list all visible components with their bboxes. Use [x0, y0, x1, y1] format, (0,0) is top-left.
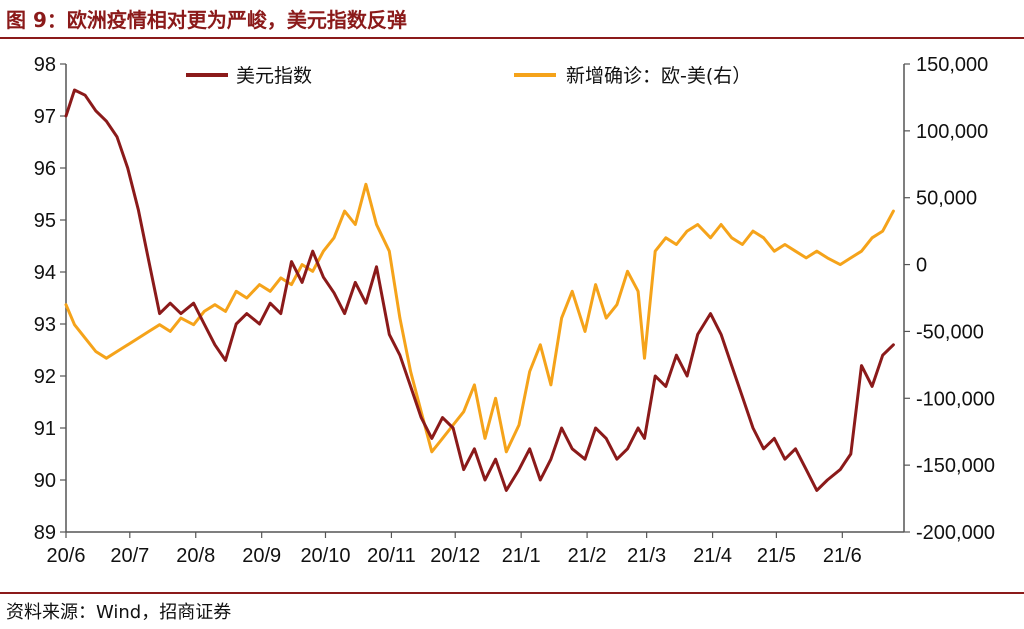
x-tick-label: 21/1 — [502, 545, 541, 567]
right-tick-label: -100,000 — [916, 388, 995, 410]
new-cases-diff-line — [64, 182, 895, 454]
right-tick-label: 100,000 — [916, 121, 988, 143]
right-tick-label: 0 — [916, 255, 927, 277]
right-tick-label: 150,000 — [916, 54, 988, 76]
source-note: 资料来源：Wind，招商证券 — [6, 602, 232, 623]
usd-index-line — [64, 88, 895, 492]
x-axis-ticks: 20/6 20/7 20/8 20/9 20/10 20/11 20/12 21/1 21/2 2… — [47, 532, 862, 567]
series-layer — [64, 88, 895, 492]
x-tick-label: 20/6 — [47, 545, 86, 567]
x-tick-label: 21/3 — [627, 545, 666, 567]
x-tick-label: 21/5 — [757, 545, 796, 567]
x-tick-label: 21/6 — [823, 545, 862, 567]
left-tick-label: 98 — [34, 54, 56, 76]
right-tick-label: 50,000 — [916, 188, 977, 210]
left-tick-label: 97 — [34, 106, 56, 128]
x-tick-label: 20/11 — [367, 545, 416, 567]
right-tick-label: -50,000 — [916, 321, 984, 343]
chart-title: 图 9：欧洲疫情相对更为严峻，美元指数反弹 — [6, 8, 407, 32]
x-tick-label: 20/10 — [300, 545, 350, 567]
title-rule — [0, 37, 1024, 39]
x-tick-label: 20/8 — [176, 545, 215, 567]
left-tick-label: 92 — [34, 366, 56, 388]
x-tick-label: 21/4 — [693, 545, 732, 567]
left-tick-label: 96 — [34, 158, 56, 180]
footer-rule — [0, 592, 1024, 594]
left-axis-ticks: 89 90 91 92 93 94 95 96 97 98 — [34, 54, 66, 544]
x-tick-label: 20/12 — [430, 545, 480, 567]
left-tick-label: 93 — [34, 314, 56, 336]
right-tick-label: -150,000 — [916, 455, 995, 477]
legend: 美元指数 新增确诊：欧-美(右） — [186, 65, 751, 87]
legend-label-cases: 新增确诊：欧-美(右） — [566, 65, 751, 87]
right-tick-label: -200,000 — [916, 522, 995, 544]
legend-label-usd: 美元指数 — [236, 65, 312, 87]
left-tick-label: 95 — [34, 210, 56, 232]
axes — [65, 64, 905, 533]
x-tick-label: 20/9 — [242, 545, 281, 567]
left-tick-label: 90 — [34, 470, 56, 492]
left-tick-label: 91 — [34, 418, 56, 440]
right-axis-ticks: 150,000 100,000 50,000 0 -50,000 -100,000 -150… — [904, 54, 995, 544]
x-tick-label: 20/7 — [110, 545, 149, 567]
left-tick-label: 89 — [34, 522, 56, 544]
left-tick-label: 94 — [34, 262, 56, 284]
x-tick-label: 21/2 — [568, 545, 607, 567]
